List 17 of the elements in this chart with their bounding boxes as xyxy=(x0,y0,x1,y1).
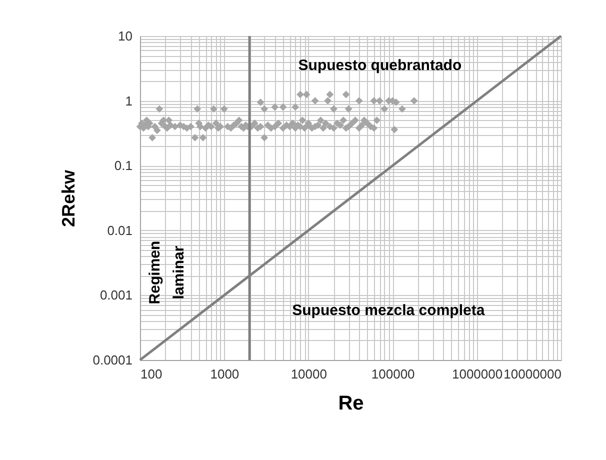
annotation: Supuesto mezcla completa xyxy=(292,302,486,319)
x-tick-label: 10000000 xyxy=(504,366,562,382)
y-tick-label: 0.001 xyxy=(100,288,132,303)
x-tick-label: 100 xyxy=(140,366,162,382)
y-tick-label: 0.0001 xyxy=(92,352,132,368)
x-axis-title: Re xyxy=(338,392,364,414)
y-tick-label: 1 xyxy=(125,93,132,108)
x-tick-label: 1000 xyxy=(210,366,240,382)
annotation: Supuesto quebrantado xyxy=(298,57,462,74)
x-tick-label: 10000 xyxy=(290,366,327,382)
x-tick-label: 100000 xyxy=(371,366,415,382)
y-tick-label: 0.01 xyxy=(107,222,132,238)
y-tick-label: 0.1 xyxy=(114,158,132,174)
y-axis-title: 2Rekw xyxy=(58,168,79,228)
annotation: Regimen laminar xyxy=(146,240,188,304)
y-tick-label: 10 xyxy=(118,28,132,44)
x-tick-label: 1000000 xyxy=(452,366,503,382)
